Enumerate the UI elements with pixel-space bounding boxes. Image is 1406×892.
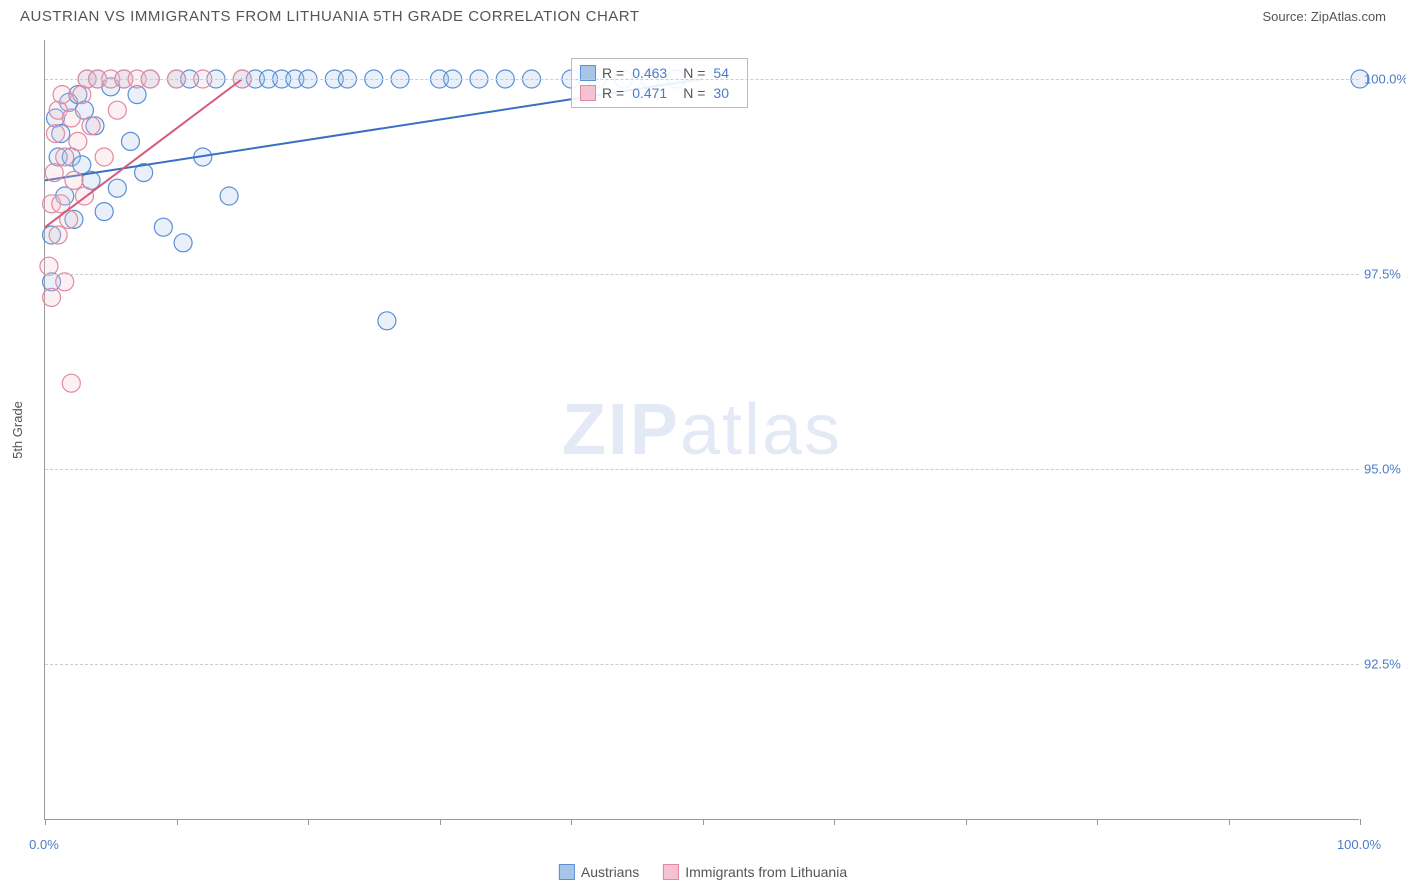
- x-tick-label: 100.0%: [1337, 837, 1381, 852]
- scatter-point: [56, 273, 74, 291]
- chart-header: AUSTRIAN VS IMMIGRANTS FROM LITHUANIA 5T…: [0, 0, 1406, 29]
- scatter-point: [82, 117, 100, 135]
- x-tick: [1097, 819, 1098, 825]
- scatter-point: [220, 187, 238, 205]
- scatter-point: [154, 218, 172, 236]
- stats-row: R = 0.471 N = 30: [580, 83, 739, 103]
- x-tick-label: 0.0%: [29, 837, 59, 852]
- legend-label: Austrians: [581, 864, 639, 880]
- scatter-point: [47, 125, 65, 143]
- legend-item: Austrians: [559, 864, 639, 880]
- stats-r-label: R =: [602, 85, 624, 101]
- legend-swatch: [663, 864, 679, 880]
- scatter-point: [378, 312, 396, 330]
- bottom-legend: Austrians Immigrants from Lithuania: [559, 864, 847, 880]
- y-tick-label: 100.0%: [1364, 72, 1406, 87]
- scatter-point: [65, 171, 83, 189]
- stats-r-value: 0.471: [632, 85, 667, 101]
- x-tick: [1229, 819, 1230, 825]
- scatter-point: [121, 132, 139, 150]
- scatter-point: [108, 179, 126, 197]
- stats-n-label: N =: [683, 85, 705, 101]
- x-tick: [308, 819, 309, 825]
- legend-swatch: [559, 864, 575, 880]
- stats-row: R =0.463N =54: [580, 63, 739, 83]
- scatter-svg: [45, 40, 1359, 819]
- scatter-point: [45, 164, 63, 182]
- scatter-point: [95, 148, 113, 166]
- x-tick: [177, 819, 178, 825]
- scatter-point: [56, 148, 74, 166]
- legend-item: Immigrants from Lithuania: [663, 864, 847, 880]
- scatter-point: [95, 203, 113, 221]
- gridline-h: [45, 79, 1359, 80]
- chart-plot-area: ZIPatlas R =0.463N =54R =0.471N =30 92.5…: [44, 40, 1359, 820]
- y-tick-label: 95.0%: [1364, 462, 1406, 477]
- scatter-point: [62, 109, 80, 127]
- x-tick: [966, 819, 967, 825]
- y-axis-label: 5th Grade: [10, 401, 25, 459]
- stats-n-value: 30: [713, 85, 729, 101]
- scatter-point: [40, 257, 58, 275]
- x-tick: [45, 819, 46, 825]
- scatter-point: [62, 374, 80, 392]
- scatter-point: [108, 101, 126, 119]
- y-tick-label: 92.5%: [1364, 657, 1406, 672]
- x-tick: [571, 819, 572, 825]
- gridline-h: [45, 469, 1359, 470]
- legend-label: Immigrants from Lithuania: [685, 864, 847, 880]
- correlation-stats-box: R =0.463N =54 R = 0.471 N = 30: [571, 58, 748, 108]
- x-tick: [1360, 819, 1361, 825]
- chart-source: Source: ZipAtlas.com: [1262, 9, 1386, 24]
- chart-title: AUSTRIAN VS IMMIGRANTS FROM LITHUANIA 5T…: [20, 8, 640, 25]
- gridline-h: [45, 274, 1359, 275]
- x-tick: [703, 819, 704, 825]
- x-tick: [440, 819, 441, 825]
- scatter-point: [174, 234, 192, 252]
- y-tick-label: 97.5%: [1364, 267, 1406, 282]
- scatter-point: [43, 288, 61, 306]
- x-tick: [834, 819, 835, 825]
- scatter-point: [69, 132, 87, 150]
- scatter-point: [53, 86, 71, 104]
- stats-swatch: [580, 85, 596, 101]
- gridline-h: [45, 664, 1359, 665]
- scatter-point: [49, 226, 67, 244]
